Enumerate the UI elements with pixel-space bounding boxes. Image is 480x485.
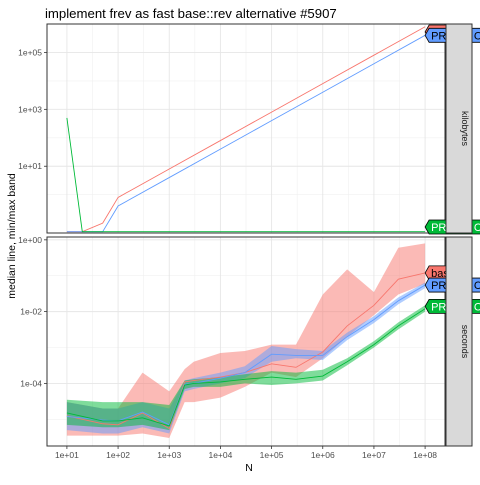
x-tick-label: 1e+07 <box>362 450 386 460</box>
y-tick-label: 1e-04 <box>20 378 42 388</box>
x-tick-label: 1e+01 <box>55 450 79 460</box>
panel-border <box>46 236 446 447</box>
strip-seconds <box>445 236 473 447</box>
strip-kilobytes <box>445 23 473 234</box>
panel-border <box>46 23 446 234</box>
y-axis-label: median line, min/max band <box>6 173 18 299</box>
chart-title: implement frev as fast base::rev alterna… <box>45 6 337 21</box>
y-tick-label: 1e-02 <box>20 307 42 317</box>
x-axis-label: N <box>245 462 253 474</box>
x-tick-label: 1e+02 <box>106 450 130 460</box>
x-tick-label: 1e+08 <box>413 450 437 460</box>
panel-data-seconds <box>66 243 426 439</box>
panels-layer: basePR5907 COPY=TRUEPR5907 COPY=FALSE1e+… <box>18 23 480 460</box>
line-pr5907-copy-false <box>66 308 426 427</box>
line-pr5907-copy-false <box>66 117 426 233</box>
x-tick-label: 1e+06 <box>311 450 335 460</box>
line-base <box>66 272 426 430</box>
y-tick-label: 1e+01 <box>18 161 42 171</box>
y-tick-label: 1e+00 <box>18 235 42 245</box>
panel-data-kilobytes <box>66 26 426 233</box>
x-tick-label: 1e+03 <box>157 450 181 460</box>
line-pr5907-copy-true <box>66 284 426 426</box>
band-base <box>66 243 426 439</box>
x-tick-label: 1e+04 <box>208 450 232 460</box>
x-tick-label: 1e+05 <box>260 450 284 460</box>
panel-kilobytes: basePR5907 COPY=TRUEPR5907 COPY=FALSE1e+… <box>18 23 480 235</box>
y-tick-label: 1e+03 <box>18 104 42 114</box>
line-base <box>66 26 426 233</box>
strip-label-kilobytes: kilobytes <box>460 111 470 147</box>
panel-seconds: basePR5907 COPY=TRUEPR5907 COPY=FALSE1e-… <box>18 235 480 447</box>
strip-label-seconds: seconds <box>460 325 470 359</box>
band-pr5907-copy-false <box>66 305 426 431</box>
y-tick-label: 1e+05 <box>18 47 42 57</box>
